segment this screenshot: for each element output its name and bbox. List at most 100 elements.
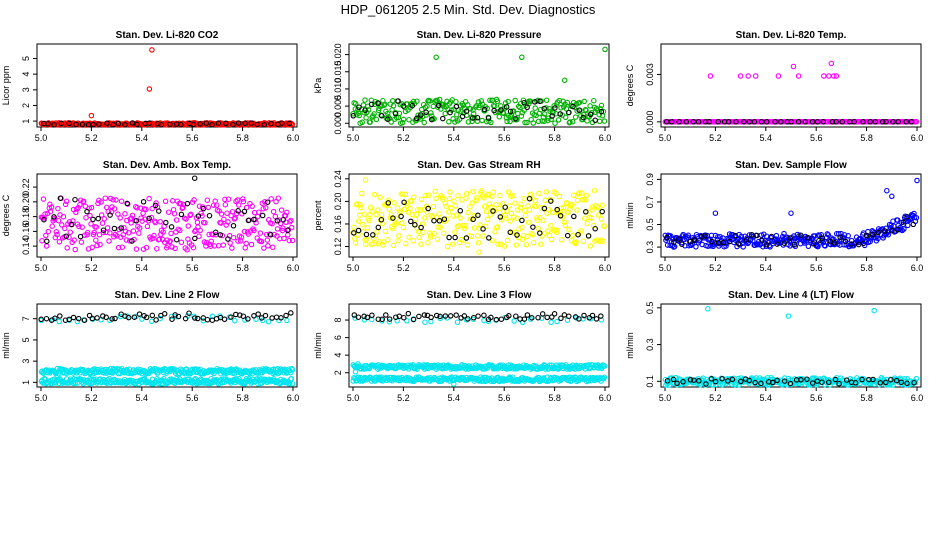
data-point: [288, 365, 295, 372]
data-point: [522, 207, 528, 214]
data-point: [355, 227, 362, 234]
data-point: [228, 314, 234, 320]
data-point: [222, 196, 228, 203]
data-point: [455, 192, 461, 199]
data-point: [842, 238, 849, 245]
data-point: [798, 377, 804, 383]
data-point: [576, 107, 582, 113]
panel-title: Stan. Dev. Li-820 CO2: [116, 30, 219, 41]
data-point: [576, 190, 582, 196]
data-point: [130, 228, 137, 234]
data-point: [446, 119, 452, 125]
data-point: [360, 221, 366, 228]
data-point: [502, 204, 508, 210]
data-point: [460, 222, 466, 229]
data-point: [470, 216, 476, 223]
x-tick-label: 5.0: [35, 133, 48, 143]
panel-title: Stan. Dev. Line 2 Flow: [115, 290, 220, 301]
data-point: [363, 241, 369, 247]
data-point: [197, 121, 203, 127]
x-tick-label: 5.2: [709, 133, 722, 143]
data-point: [42, 211, 48, 217]
data-point: [510, 193, 516, 199]
data-point: [168, 224, 175, 230]
data-point: [377, 194, 383, 201]
y-tick-label: 0.3: [645, 241, 655, 254]
data-point: [221, 316, 228, 323]
data-point: [150, 235, 156, 242]
data-point: [465, 316, 471, 322]
y-tick-label: 2: [21, 103, 31, 108]
data-point: [553, 190, 559, 197]
data-point: [741, 119, 747, 125]
data-point: [425, 205, 431, 212]
data-point: [369, 208, 375, 215]
data-point: [350, 111, 356, 117]
data-point: [177, 227, 183, 234]
data-point: [486, 235, 492, 241]
data-point: [599, 208, 605, 215]
data-point: [421, 119, 427, 126]
data-point: [585, 233, 592, 239]
data-point: [263, 205, 269, 211]
data-point: [415, 206, 421, 213]
data-point: [364, 314, 371, 321]
data-point: [431, 217, 437, 224]
data-point: [882, 228, 888, 234]
data-point: [451, 198, 457, 204]
data-point: [51, 214, 57, 220]
data-point: [715, 233, 721, 240]
data-point: [62, 317, 69, 323]
data-point: [433, 214, 440, 221]
x-tick-label: 5.8: [236, 393, 249, 403]
data-point: [582, 215, 588, 222]
data-point: [495, 241, 501, 247]
data-point: [521, 107, 527, 113]
data-point: [691, 237, 698, 243]
data-point: [890, 119, 896, 125]
data-point: [418, 196, 425, 203]
panel-title: Stan. Dev. Li-820 Pressure: [417, 30, 542, 41]
data-point: [787, 235, 793, 241]
data-point: [601, 374, 608, 381]
data-point: [251, 216, 257, 223]
data-point: [548, 198, 554, 204]
data-point: [556, 193, 563, 200]
data-point: [816, 237, 822, 244]
data-point: [375, 207, 381, 213]
data-point: [690, 119, 697, 125]
x-tick-label: 6.0: [911, 263, 924, 273]
data-point: [733, 119, 739, 125]
chart-panel-1: Stan. Dev. Li-820 CO2 Licor ppm 5.0 5.2 5.4 5…: [1, 30, 299, 143]
data-point: [370, 232, 376, 238]
data-point: [154, 245, 160, 252]
data-point: [146, 120, 153, 126]
data-point: [516, 226, 522, 232]
data-point: [749, 232, 755, 238]
data-point: [691, 377, 697, 383]
data-point: [875, 229, 881, 236]
data-point: [512, 115, 519, 122]
data-point: [567, 119, 573, 125]
x-tick-label: 5.6: [186, 393, 199, 403]
y-tick-label: 0.18: [21, 208, 31, 226]
data-point: [284, 227, 291, 234]
data-point: [738, 233, 745, 240]
data-point: [683, 119, 690, 125]
data-point: [527, 316, 534, 322]
chart-panel-3: Stan. Dev. Li-820 Temp. degrees C 5.0 5.2 5.…: [625, 30, 923, 143]
data-point: [477, 222, 483, 228]
data-point: [805, 243, 812, 250]
data-point: [441, 103, 447, 110]
plot-area: [348, 43, 610, 128]
data-point: [233, 198, 239, 205]
data-point: [227, 240, 233, 246]
data-point: [430, 103, 437, 110]
data-point: [598, 102, 605, 109]
data-point: [373, 116, 380, 123]
data-point: [914, 177, 920, 184]
data-point: [581, 197, 587, 203]
data-point: [570, 232, 576, 239]
data-point: [169, 316, 175, 322]
data-point: [549, 314, 555, 320]
